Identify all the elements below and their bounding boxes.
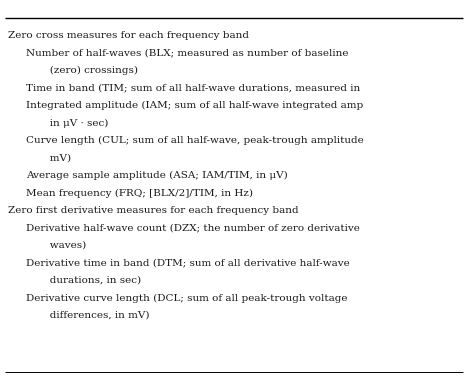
Text: durations, in sec): durations, in sec) — [40, 276, 141, 285]
Text: Mean frequency (FRQ; [BLX/2]/TIM, in Hz): Mean frequency (FRQ; [BLX/2]/TIM, in Hz) — [26, 188, 253, 198]
Text: Zero cross measures for each frequency band: Zero cross measures for each frequency b… — [8, 31, 249, 40]
Text: Integrated amplitude (IAM; sum of all half-wave integrated amp: Integrated amplitude (IAM; sum of all ha… — [26, 101, 363, 110]
Text: Average sample amplitude (ASA; IAM/TIM, in μV): Average sample amplitude (ASA; IAM/TIM, … — [26, 171, 287, 180]
Text: Zero first derivative measures for each frequency band: Zero first derivative measures for each … — [8, 206, 299, 215]
Text: Derivative curve length (DCL; sum of all peak-trough voltage: Derivative curve length (DCL; sum of all… — [26, 294, 347, 303]
Text: (zero) crossings): (zero) crossings) — [40, 66, 138, 75]
Text: in μV · sec): in μV · sec) — [40, 118, 108, 127]
Text: Time in band (TIM; sum of all half-wave durations, measured in: Time in band (TIM; sum of all half-wave … — [26, 83, 360, 92]
Text: Curve length (CUL; sum of all half-wave, peak-trough amplitude: Curve length (CUL; sum of all half-wave,… — [26, 136, 364, 145]
Text: waves): waves) — [40, 241, 86, 250]
Text: Derivative half-wave count (DZX; the number of zero derivative: Derivative half-wave count (DZX; the num… — [26, 223, 359, 232]
Text: differences, in mV): differences, in mV) — [40, 311, 149, 320]
Text: mV): mV) — [40, 153, 71, 162]
Text: Derivative time in band (DTM; sum of all derivative half-wave: Derivative time in band (DTM; sum of all… — [26, 259, 350, 267]
Text: Number of half-waves (BLX; measured as number of baseline: Number of half-waves (BLX; measured as n… — [26, 49, 348, 58]
